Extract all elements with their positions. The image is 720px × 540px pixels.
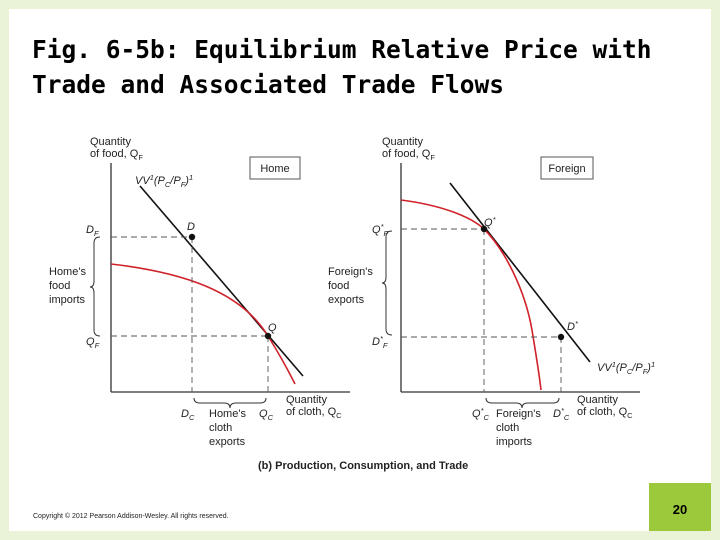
home-x-axis-title-line-2: of cloth, QC <box>286 406 342 420</box>
home-point-q-marker <box>264 332 272 340</box>
foreign-exports-label-line-2: food <box>328 280 349 292</box>
home-y-axis-title-line-1: Quantity <box>90 136 131 148</box>
foreign-df-label: D*F <box>372 334 388 350</box>
foreign-imports-label-line-1: Foreign's <box>496 408 541 420</box>
home-imports-label-line-1: Home's <box>49 266 86 278</box>
foreign-point-q-label: Q* <box>484 215 497 229</box>
foreign-exports-label-line-3: exports <box>328 294 365 306</box>
home-isovalue-label: VV1(PC/PF)1 <box>135 173 193 189</box>
slide-title-line-2: Trade and Associated Trade Flows <box>32 70 505 99</box>
home-imports-brace <box>89 236 101 337</box>
foreign-y-axis-title-line-2: of food, QF <box>382 148 435 162</box>
figure-caption: (b) Production, Consumption, and Trade <box>258 460 468 472</box>
foreign-x-axis-title-line-1: Quantity <box>577 394 618 406</box>
foreign-isovalue-label: VV1(PC/PF)1 <box>597 360 655 376</box>
left-decorative-stripe <box>0 0 9 540</box>
foreign-panel-label: Foreign <box>548 163 585 175</box>
foreign-point-d-marker <box>557 333 565 341</box>
foreign-qc-label: Q*C <box>472 406 489 422</box>
page-number-box: 20 <box>649 483 711 531</box>
foreign-y-axis-title-line-1: Quantity <box>382 136 423 148</box>
bottom-decorative-band <box>0 531 720 540</box>
foreign-panel-label-box <box>540 156 594 180</box>
foreign-panel: Quantity of food, QF Quantity of cloth, … <box>328 136 655 448</box>
home-point-d-label: D <box>187 221 195 233</box>
home-exports-label-line-2: cloth <box>209 422 232 434</box>
page-number: 20 <box>672 502 688 517</box>
top-decorative-band <box>0 0 720 9</box>
foreign-exports-brace <box>381 230 393 336</box>
foreign-imports-brace <box>485 397 560 409</box>
home-df-label: DF <box>86 224 99 238</box>
foreign-exports-label-line-1: Foreign's <box>328 266 373 278</box>
home-x-axis-title-line-1: Quantity <box>286 394 327 406</box>
home-point-d-marker <box>188 233 196 241</box>
foreign-dc-label: D*C <box>553 406 570 422</box>
slide-title-line-1: Fig. 6-5b: Equilibrium Relative Price wi… <box>32 35 652 64</box>
home-qc-label: QC <box>259 408 274 422</box>
home-panel-label-box <box>249 156 301 180</box>
home-y-axis-title-line-2: of food, QF <box>90 148 143 162</box>
home-qf-label: QF <box>86 336 100 350</box>
home-point-q-label: Q <box>268 322 277 334</box>
foreign-isovalue-line <box>449 182 591 363</box>
home-imports-label-line-3: imports <box>49 294 86 306</box>
foreign-qf-label: Q*F <box>372 222 388 238</box>
home-exports-label-line-3: exports <box>209 436 246 448</box>
foreign-imports-label-line-3: imports <box>496 436 533 448</box>
home-panel: Quantity of food, QF Quantity of cloth, … <box>49 136 350 448</box>
foreign-x-axis-title-line-2: of cloth, QC <box>577 406 633 420</box>
foreign-imports-label-line-2: cloth <box>496 422 519 434</box>
home-exports-label-line-1: Home's <box>209 408 246 420</box>
foreign-point-d-label: D* <box>567 319 579 333</box>
foreign-point-q-marker <box>480 225 488 233</box>
home-ppf-curve <box>110 263 296 385</box>
home-panel-label: Home <box>260 163 289 175</box>
foreign-ppf-curve <box>400 199 542 391</box>
slide-title: Fig. 6-5b: Equilibrium Relative Price wi… <box>32 32 692 102</box>
home-imports-label-line-2: food <box>49 280 70 292</box>
home-dc-label: DC <box>181 408 195 422</box>
right-decorative-stripe <box>711 0 720 540</box>
home-exports-brace <box>193 397 267 409</box>
home-isovalue-line <box>139 185 304 377</box>
copyright-notice: Copyright © 2012 Pearson Addison-Wesley.… <box>33 513 229 520</box>
